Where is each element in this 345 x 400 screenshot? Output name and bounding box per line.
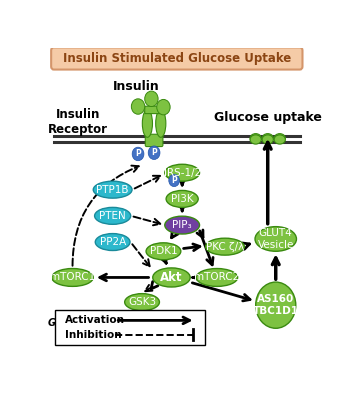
Circle shape (132, 147, 144, 161)
Text: Insulin: Insulin (113, 80, 160, 93)
Ellipse shape (206, 238, 244, 255)
Ellipse shape (93, 181, 132, 198)
Circle shape (131, 99, 145, 114)
Text: PP2A: PP2A (99, 237, 126, 247)
Text: GSK3: GSK3 (128, 297, 156, 307)
Ellipse shape (95, 207, 131, 224)
Circle shape (256, 282, 296, 328)
Text: Insulin Stimulated Glucose Uptake: Insulin Stimulated Glucose Uptake (63, 52, 291, 65)
Ellipse shape (255, 227, 296, 251)
Ellipse shape (165, 164, 199, 181)
Ellipse shape (196, 268, 238, 286)
Ellipse shape (165, 216, 199, 234)
Text: PTEN: PTEN (99, 211, 126, 221)
Text: Akt: Akt (160, 271, 183, 284)
Text: Insulin
Receptor: Insulin Receptor (48, 108, 108, 136)
Ellipse shape (250, 135, 261, 144)
Ellipse shape (95, 234, 130, 250)
Circle shape (157, 100, 170, 115)
Text: AS160
TBC1D1: AS160 TBC1D1 (253, 294, 299, 316)
Text: P: P (171, 176, 177, 185)
Ellipse shape (142, 110, 152, 137)
Text: PKC ζ/λ: PKC ζ/λ (206, 242, 244, 252)
FancyBboxPatch shape (145, 134, 163, 146)
Text: PTP1B: PTP1B (96, 185, 129, 195)
Text: mTORC1: mTORC1 (50, 272, 95, 282)
Text: Activation: Activation (65, 315, 125, 325)
Ellipse shape (274, 134, 285, 143)
Text: Glycogen Synthesis: Glycogen Synthesis (48, 318, 156, 328)
Text: PDK1: PDK1 (150, 246, 177, 256)
Ellipse shape (146, 243, 181, 260)
Ellipse shape (274, 135, 285, 144)
Text: GLUT4
Vesicle: GLUT4 Vesicle (258, 228, 294, 250)
Circle shape (148, 146, 160, 160)
Ellipse shape (262, 135, 273, 144)
Ellipse shape (156, 110, 166, 137)
Text: P: P (151, 148, 157, 157)
Ellipse shape (153, 268, 190, 287)
Text: Inhibition: Inhibition (65, 330, 121, 340)
Text: mTORC2: mTORC2 (194, 272, 239, 282)
Ellipse shape (250, 134, 261, 143)
Text: P: P (135, 150, 141, 158)
Ellipse shape (166, 190, 198, 207)
Ellipse shape (52, 268, 93, 286)
FancyBboxPatch shape (145, 106, 164, 114)
Circle shape (145, 91, 158, 106)
Ellipse shape (125, 294, 159, 310)
Text: PIP₃: PIP₃ (172, 220, 192, 230)
Circle shape (169, 174, 179, 186)
FancyBboxPatch shape (55, 310, 205, 345)
FancyBboxPatch shape (51, 47, 303, 70)
Text: PI3K: PI3K (171, 194, 194, 204)
Text: IRS-1/2: IRS-1/2 (164, 168, 201, 178)
Text: Glucose uptake: Glucose uptake (214, 111, 322, 124)
Ellipse shape (262, 134, 273, 143)
